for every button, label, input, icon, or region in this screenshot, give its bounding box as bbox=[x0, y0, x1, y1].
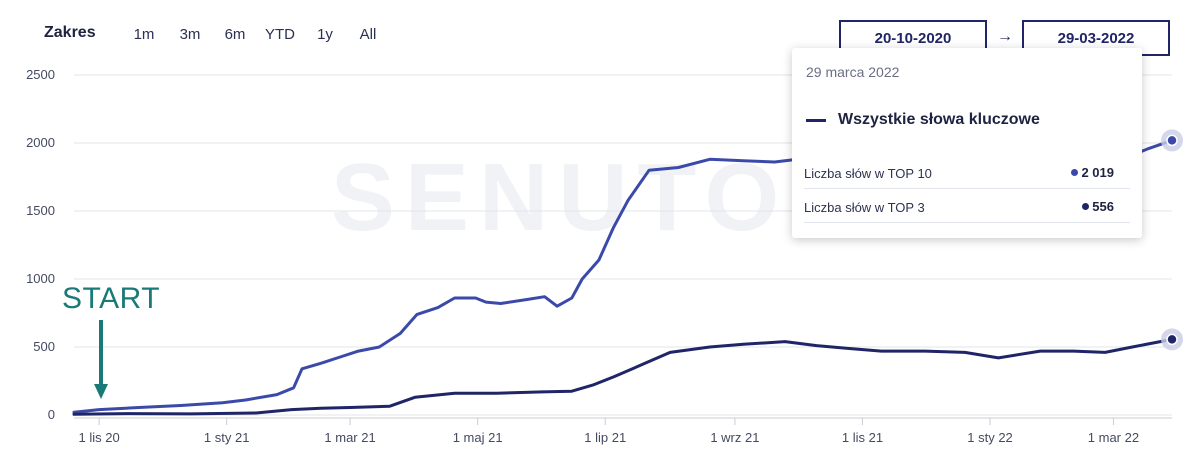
x-tick-label: 1 mar 21 bbox=[324, 430, 375, 445]
tooltip-row-top10: Liczba słów w TOP 10 2 019 bbox=[804, 158, 1130, 189]
y-tick-label: 1500 bbox=[26, 203, 55, 218]
range-button-3m[interactable]: 3m bbox=[179, 26, 201, 43]
series-swatch-icon bbox=[806, 118, 826, 122]
x-tick-label: 1 maj 21 bbox=[453, 430, 503, 445]
x-tick-label: 1 sty 22 bbox=[967, 430, 1013, 445]
range-buttons: 1m 3m 6m YTD 1y All bbox=[122, 26, 390, 43]
dot-icon bbox=[1071, 169, 1079, 176]
x-axis: 1 lis 20 1 sty 21 1 mar 21 1 maj 21 1 lip 21… bbox=[74, 417, 1172, 445]
chart-markers bbox=[1161, 129, 1183, 351]
range-button-1m[interactable]: 1m bbox=[133, 26, 155, 43]
series-marker-point bbox=[1166, 333, 1178, 346]
y-tick-label: 0 bbox=[48, 407, 55, 422]
tooltip-value-top3: 556 bbox=[1092, 199, 1114, 214]
y-axis: 0 500 1000 1500 2000 2500 bbox=[26, 67, 55, 422]
tooltip-series-name: Wszystkie słowa kluczowe bbox=[838, 111, 1040, 128]
series-line-top3 bbox=[72, 337, 1174, 416]
range-button-1y[interactable]: 1y bbox=[317, 26, 333, 43]
tooltip-row-value: 2 019 bbox=[1071, 165, 1114, 180]
x-tick-label: 1 lip 21 bbox=[584, 430, 626, 445]
y-tick-label: 500 bbox=[33, 339, 55, 354]
tooltip-date: 29 marca 2022 bbox=[806, 64, 900, 80]
x-tick-label: 1 lis 20 bbox=[78, 430, 119, 445]
y-tick-label: 1000 bbox=[26, 271, 55, 286]
x-tick-label: 1 wrz 21 bbox=[710, 430, 759, 445]
start-arrow bbox=[94, 320, 108, 399]
x-tick-label: 1 lis 21 bbox=[842, 430, 883, 445]
y-tick-label: 2500 bbox=[26, 67, 55, 82]
range-button-6m[interactable]: 6m bbox=[224, 26, 246, 43]
series-marker-point bbox=[1166, 134, 1178, 147]
start-annotation: START bbox=[62, 282, 161, 315]
range-button-ytd[interactable]: YTD bbox=[265, 26, 295, 43]
y-tick-label: 2000 bbox=[26, 135, 55, 150]
tooltip-value-top10: 2 019 bbox=[1081, 165, 1114, 180]
date-range-arrow: → bbox=[997, 28, 1013, 45]
start-arrow-head-icon bbox=[94, 384, 108, 399]
range-title: Zakres bbox=[44, 24, 96, 41]
chart-tooltip: 29 marca 2022 Wszystkie słowa kluczowe L… bbox=[792, 48, 1142, 238]
tooltip-row-label: Liczba słów w TOP 3 bbox=[804, 200, 925, 215]
tooltip-series: Wszystkie słowa kluczowe bbox=[806, 111, 1040, 129]
tooltip-row-top3: Liczba słów w TOP 3 556 bbox=[804, 192, 1130, 223]
tooltip-row-label: Liczba słów w TOP 10 bbox=[804, 166, 932, 181]
tooltip-row-value: 556 bbox=[1082, 199, 1114, 214]
range-button-all[interactable]: All bbox=[359, 26, 377, 43]
x-tick-label: 1 sty 21 bbox=[204, 430, 250, 445]
x-tick-label: 1 mar 22 bbox=[1088, 430, 1139, 445]
dot-icon bbox=[1082, 203, 1090, 210]
